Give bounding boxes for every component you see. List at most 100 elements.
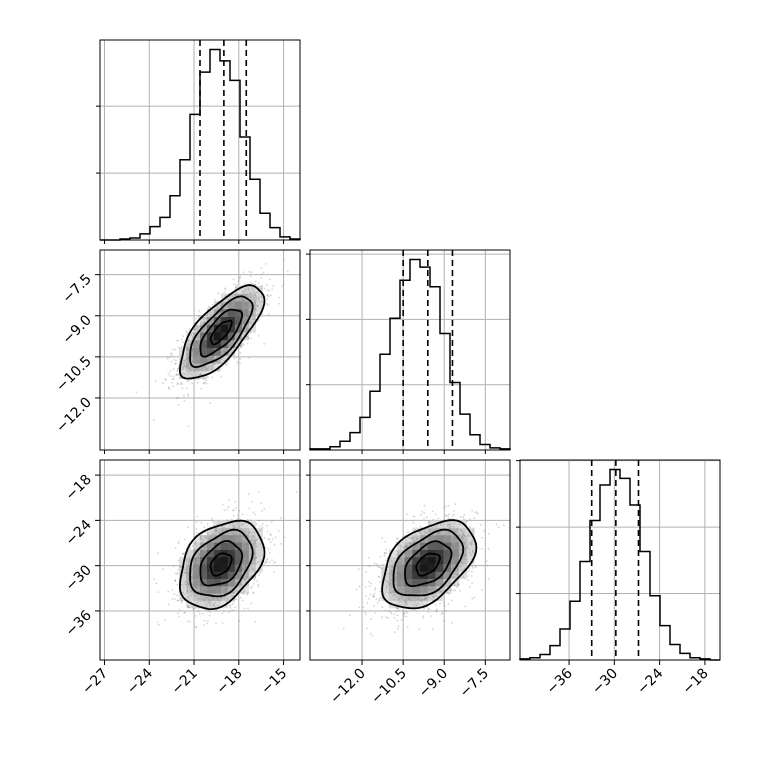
density-cell-01-5-9 <box>213 301 222 310</box>
sample-point <box>202 539 204 541</box>
sample-point <box>465 548 467 550</box>
sample-point <box>173 598 176 600</box>
sample-point <box>258 519 260 522</box>
sample-point <box>428 528 431 531</box>
sample-point <box>198 309 201 312</box>
sample-point <box>243 578 246 581</box>
sample-point <box>242 300 245 303</box>
sample-point <box>254 552 257 555</box>
sample-point <box>251 586 253 588</box>
sample-point <box>471 582 473 585</box>
density-cell-02-7-11 <box>227 520 236 528</box>
sample-point <box>236 293 239 296</box>
sample-point <box>448 532 451 535</box>
sample-point <box>236 589 238 592</box>
sample-point <box>379 555 382 558</box>
sample-point <box>430 535 432 538</box>
sample-point <box>368 585 371 587</box>
sample-point <box>217 537 219 540</box>
density-cell-12-5-6 <box>420 556 429 565</box>
sample-point <box>205 317 208 320</box>
sample-point <box>197 585 200 588</box>
sample-point <box>402 554 404 556</box>
sample-point <box>480 523 482 526</box>
sample-point <box>193 333 196 336</box>
sample-point <box>470 543 473 546</box>
density-cell-02-4-7 <box>206 549 215 558</box>
sample-point <box>239 533 241 536</box>
sample-point <box>396 572 399 575</box>
sample-point <box>286 270 289 273</box>
sample-point <box>232 278 235 281</box>
sample-point <box>436 533 439 536</box>
density-cell-02-5-10 <box>213 527 222 536</box>
sample-point <box>191 589 193 592</box>
sample-point <box>227 354 230 357</box>
ytick-label-1-2: −9.0 <box>59 312 94 347</box>
density-cell-01-4-3 <box>206 347 215 356</box>
sample-point <box>219 593 222 596</box>
sample-point <box>260 295 262 298</box>
sample-point <box>487 547 490 550</box>
sample-point <box>177 542 180 545</box>
sample-point <box>234 302 237 305</box>
sample-point <box>407 597 410 599</box>
sample-point <box>203 366 205 368</box>
sample-point <box>177 612 179 615</box>
sample-point <box>427 588 429 591</box>
sample-point <box>202 361 205 364</box>
sample-point <box>227 598 230 600</box>
sample-point <box>219 537 222 540</box>
density-cell-01-5-3 <box>213 347 222 356</box>
sample-point <box>190 571 193 574</box>
sample-point <box>197 607 200 609</box>
sample-point <box>190 334 193 336</box>
sample-point <box>233 524 236 527</box>
hist-2-bin-3 <box>550 646 560 660</box>
sample-point <box>428 521 430 524</box>
sample-point <box>242 298 245 301</box>
sample-point <box>454 573 457 576</box>
sample-point <box>217 604 220 607</box>
sample-point <box>455 560 458 562</box>
sample-point <box>178 346 181 349</box>
density-cell-02-9-10 <box>241 527 250 536</box>
density-cell-12-1-7 <box>388 549 398 558</box>
ytick-label-2-0: −36 <box>63 607 95 639</box>
sample-point <box>395 572 398 575</box>
sample-point <box>244 579 246 581</box>
sample-point <box>232 283 235 286</box>
sample-point <box>193 329 196 331</box>
sample-point <box>245 544 248 546</box>
sample-point <box>192 348 195 351</box>
sample-point <box>193 342 196 345</box>
sample-point <box>247 607 249 610</box>
sample-point <box>394 579 397 581</box>
sample-point <box>232 609 235 611</box>
sample-point <box>234 534 237 537</box>
sample-point <box>404 600 407 603</box>
sample-point <box>240 298 243 301</box>
sample-point <box>217 370 220 372</box>
sample-point <box>227 535 230 537</box>
sample-point <box>185 565 188 568</box>
sample-point <box>396 537 399 540</box>
density-cell-02-5-11 <box>213 520 222 528</box>
sample-point <box>447 603 450 606</box>
sample-point <box>244 282 247 285</box>
sample-point <box>229 606 232 609</box>
sample-point <box>174 362 177 365</box>
hist-1-bin-16 <box>470 435 480 450</box>
sample-point <box>253 299 256 302</box>
sample-point <box>166 356 169 358</box>
sample-point <box>227 587 229 589</box>
density-cell-12-2-6 <box>396 556 405 565</box>
sample-point <box>470 543 472 545</box>
sample-point <box>240 583 243 586</box>
sample-point <box>406 513 408 516</box>
density-cell-01-1-1 <box>186 363 194 372</box>
sample-point <box>371 634 374 637</box>
sample-point <box>183 400 186 402</box>
density-cell-12-2-5 <box>396 564 405 572</box>
sample-point <box>243 302 246 305</box>
